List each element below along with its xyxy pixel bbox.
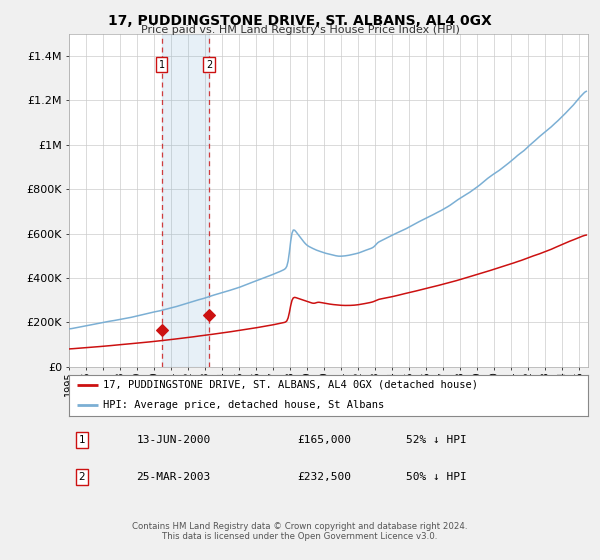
Text: 1: 1: [158, 60, 165, 69]
Text: 17, PUDDINGSTONE DRIVE, ST. ALBANS, AL4 0GX (detached house): 17, PUDDINGSTONE DRIVE, ST. ALBANS, AL4 …: [103, 380, 478, 390]
Text: 50% ↓ HPI: 50% ↓ HPI: [406, 472, 467, 482]
Point: [157, 326, 167, 335]
Text: HPI: Average price, detached house, St Albans: HPI: Average price, detached house, St A…: [103, 400, 384, 410]
Text: 1: 1: [79, 435, 85, 445]
Point: [204, 311, 214, 320]
Text: 52% ↓ HPI: 52% ↓ HPI: [406, 435, 467, 445]
Text: 2: 2: [79, 472, 85, 482]
Text: £165,000: £165,000: [298, 435, 352, 445]
Text: £232,500: £232,500: [298, 472, 352, 482]
Text: Contains HM Land Registry data © Crown copyright and database right 2024.: Contains HM Land Registry data © Crown c…: [132, 522, 468, 531]
Text: 25-MAR-2003: 25-MAR-2003: [136, 472, 211, 482]
Text: 2: 2: [206, 60, 212, 69]
Text: 17, PUDDINGSTONE DRIVE, ST. ALBANS, AL4 0GX: 17, PUDDINGSTONE DRIVE, ST. ALBANS, AL4 …: [108, 14, 492, 28]
Text: 13-JUN-2000: 13-JUN-2000: [136, 435, 211, 445]
Text: This data is licensed under the Open Government Licence v3.0.: This data is licensed under the Open Gov…: [163, 532, 437, 541]
Bar: [162, 34, 209, 367]
Text: Price paid vs. HM Land Registry's House Price Index (HPI): Price paid vs. HM Land Registry's House …: [140, 25, 460, 35]
